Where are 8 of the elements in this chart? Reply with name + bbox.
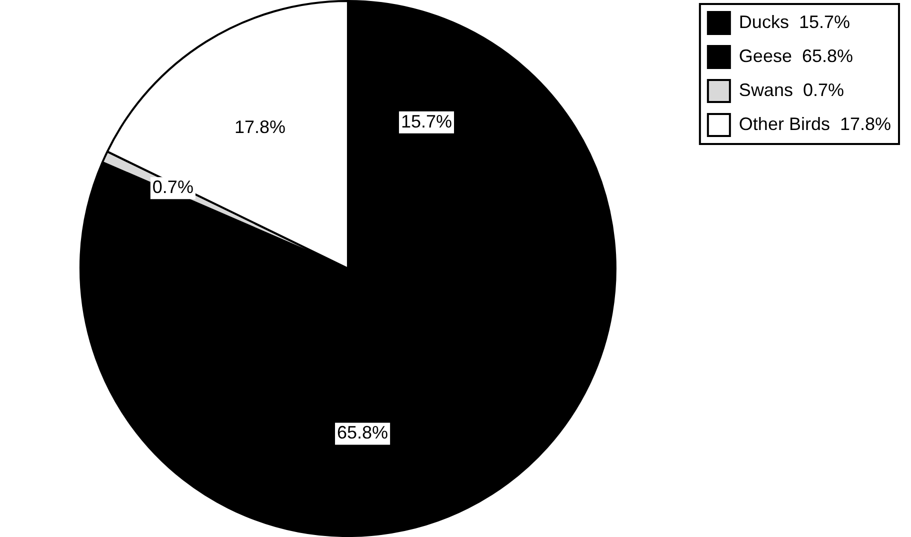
legend-label: Swans 0.7% <box>738 80 844 100</box>
data-label: 65.8% <box>337 422 388 443</box>
legend-label: Other Birds 17.8% <box>738 114 892 134</box>
legend-label: Ducks 15.7% <box>738 12 850 32</box>
data-label: 17.8% <box>234 116 286 137</box>
data-label: 15.7% <box>400 111 452 132</box>
data-label: 0.7% <box>152 177 194 198</box>
legend-label: Geese 65.8% <box>738 46 854 66</box>
